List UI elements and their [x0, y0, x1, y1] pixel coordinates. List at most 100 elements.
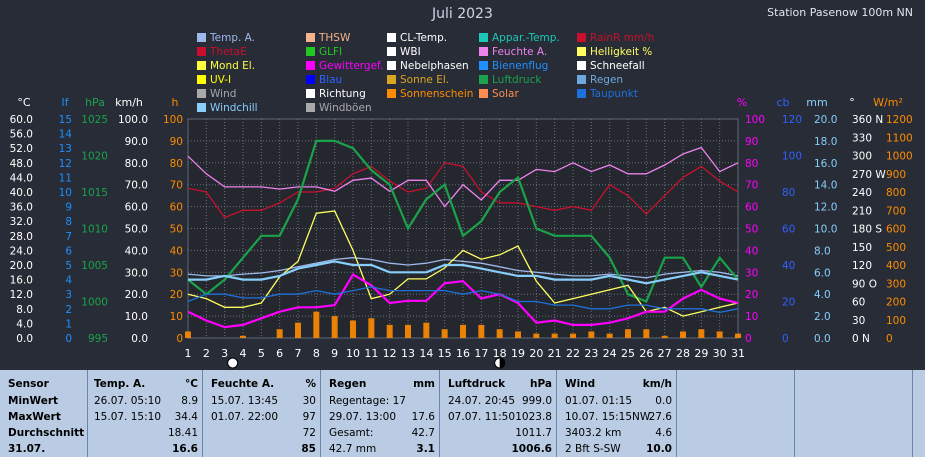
legend-item: Luftdruck — [479, 73, 541, 87]
legend-label: Regen — [590, 74, 624, 86]
axis-tick-label: 30.0 — [125, 267, 148, 279]
axis-tick-label: 44.0 — [10, 172, 33, 184]
x-tick-label: 3 — [221, 347, 228, 360]
legend-item: UV-I — [197, 73, 231, 87]
stats-col-feuchte: Feuchte A. % 15.07. 13:45 30 01.07. 22:0… — [203, 370, 321, 457]
series-line — [187, 146, 739, 208]
sunshine-bar — [368, 318, 375, 338]
sunshine-bar — [478, 324, 485, 338]
stats-value: 4.6 — [655, 427, 672, 439]
x-tick-label: 27 — [658, 347, 672, 360]
axis-tick-label: 12.0 — [10, 289, 33, 301]
x-tick-label: 26 — [639, 347, 653, 360]
stats-col-empty — [795, 370, 913, 457]
stats-value: 27.6 — [648, 411, 672, 423]
stats-value: 3.1 — [416, 443, 435, 455]
axis-tick-label: 50 — [745, 224, 758, 236]
legend-label: Wind — [210, 88, 237, 100]
axis-tick-label: 13 — [59, 143, 72, 155]
axis-tick-label: 10.0 — [125, 311, 148, 323]
legend-swatch — [479, 47, 488, 56]
legend-item: THSW — [306, 31, 350, 45]
axis-unit: °C — [17, 96, 31, 109]
x-tick-label: 9 — [331, 347, 338, 360]
axis-tick-label: 60 — [745, 202, 758, 214]
stats-value: 97 — [302, 411, 316, 423]
legend-label: Richtung — [319, 88, 366, 100]
axis-tick-label: 8.0 — [814, 245, 831, 257]
stats-label: MaxWert — [8, 411, 61, 423]
stats-value: 17.6 — [411, 411, 435, 423]
stats-col-empty — [677, 370, 795, 457]
legend-swatch — [577, 47, 586, 56]
stats-date: 01.07. 01:15 — [565, 395, 632, 407]
axis-tick-label: 1025 — [81, 114, 108, 126]
axis-tick-label: 20 — [782, 297, 795, 309]
axis-tick-label: 15 — [59, 114, 72, 126]
axis-tick-label: 0.0 — [814, 333, 831, 345]
legend-item: Windböen — [306, 101, 372, 115]
legend-item: Richtung — [306, 87, 366, 101]
legend-item: CL-Temp. — [387, 31, 447, 45]
x-tick-label: 13 — [401, 347, 415, 360]
legend-label: Sonne El. — [400, 74, 450, 86]
legend-swatch — [306, 47, 315, 56]
axis-tick-label: 60 — [170, 202, 183, 214]
legend-swatch — [577, 61, 586, 70]
legend-item: Gewittergef. — [306, 59, 383, 73]
axis-tick-label: 30 — [170, 267, 183, 279]
series-line — [187, 257, 739, 279]
sunshine-bar — [606, 333, 613, 338]
axis-tick-label: 10.0 — [814, 224, 837, 236]
legend-item: Temp. A. — [197, 31, 255, 45]
axis-tick-label: 36.0 — [10, 202, 33, 214]
sunshine-bar — [570, 333, 576, 338]
axis-tick-label: 1010 — [81, 224, 108, 236]
legend-label: UV-I — [210, 74, 232, 86]
axis-tick-label: 0 — [886, 333, 893, 345]
legend-swatch — [197, 61, 206, 70]
axis-tick-label: 60 — [852, 297, 865, 309]
axis-tick-label: 500 — [886, 242, 906, 254]
axis-tick-label: 100.0 — [118, 114, 148, 126]
legend-swatch — [387, 89, 396, 98]
axis-tick-label: 600 — [886, 224, 906, 236]
axis-tick-label: 24.0 — [10, 245, 33, 257]
axis-tick-label: 270 W — [852, 169, 886, 181]
legend-item: ThetaE — [197, 45, 247, 59]
axis-tick-label: 240 — [852, 187, 872, 199]
legend-label: Windböen — [319, 102, 372, 114]
legend-item: Sonne El. — [387, 73, 449, 87]
axis-tick-label: 90 — [745, 136, 758, 148]
axis-unit: cb — [776, 96, 789, 109]
axis-tick-label: 50.0 — [125, 224, 148, 236]
axis-tick-label: 40.0 — [125, 245, 148, 257]
x-tick-label: 6 — [276, 347, 283, 360]
sunshine-bar — [295, 322, 301, 338]
axis-tick-label: 1015 — [81, 187, 108, 199]
axis-tick-label: 6.0 — [814, 267, 831, 279]
x-tick-label: 17 — [474, 347, 488, 360]
legend-label: Bienenflug — [492, 60, 549, 72]
axis-tick-label: 300 — [886, 278, 906, 290]
sunshine-bar — [716, 331, 723, 338]
chart-title: Juli 2023 — [432, 6, 493, 22]
series-line — [188, 260, 739, 285]
sunshine-bar — [350, 320, 356, 338]
axis-unit: h — [172, 96, 179, 109]
axis-tick-label: 1005 — [81, 260, 108, 272]
x-tick-label: 20 — [529, 347, 543, 360]
stats-date: 07.07. 11:50 — [448, 411, 515, 423]
sunshine-bar — [515, 331, 521, 338]
axis-tick-label: 50 — [170, 224, 183, 236]
x-tick-label: 1 — [185, 347, 192, 360]
stats-header: Sensor — [8, 378, 49, 390]
legend-item: RainR mm/h — [577, 31, 654, 45]
x-tick-label: 12 — [383, 347, 397, 360]
legend-label: Helligkeit % — [590, 46, 653, 58]
legend-item: Wind — [197, 87, 236, 101]
axis-tick-label: 40.0 — [10, 187, 33, 199]
sunshine-bar — [276, 329, 283, 338]
legend-label: THSW — [319, 32, 351, 44]
legend-item: Feuchte A. — [479, 45, 547, 59]
